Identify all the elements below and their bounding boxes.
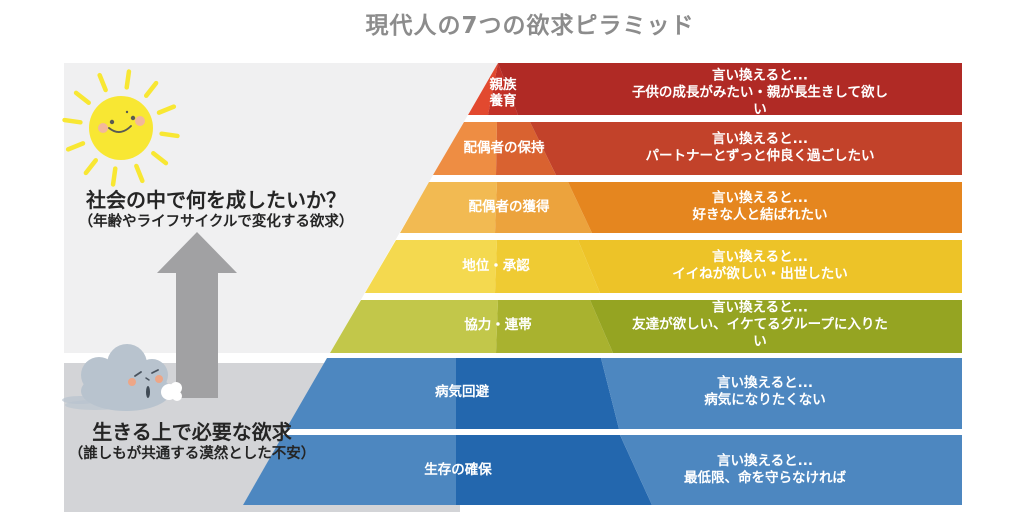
pyramid-row-3-label: 配偶者の獲得 bbox=[468, 199, 550, 215]
sun-ray bbox=[62, 117, 83, 125]
upper-annotation-heading: 社会の中で何を成したいか？ bbox=[86, 188, 346, 212]
pyramid-row-4-label: 地位・承認 bbox=[462, 258, 530, 274]
pyramid-row-2-right-face bbox=[496, 122, 556, 175]
up-arrow-icon bbox=[157, 232, 237, 398]
pyramid-row-3-rephrase: 言い換えると... 好きな人と結ばれたい bbox=[692, 190, 828, 223]
pyramid-row-3-left-face bbox=[400, 182, 497, 233]
upper-annotation-subheading: （年齢やライフサイクルで変化する欲求） bbox=[78, 214, 354, 230]
pyramid-row-2-rephrase: 言い換えると... パートナーとずっと仲良く過ごしたい bbox=[645, 131, 875, 164]
pyramid-row-5-band bbox=[590, 300, 962, 353]
pyramid-row-4-band bbox=[578, 240, 962, 293]
pyramid-row-5-left-face bbox=[330, 300, 498, 353]
sun-ray bbox=[143, 80, 159, 98]
sun-icon bbox=[62, 69, 180, 187]
pyramid-row-1-band bbox=[498, 63, 962, 115]
pyramid-row-4-rephrase: 言い換えると... イイねが欲しい・出世したい bbox=[672, 249, 848, 282]
pyramid-row-6-left-face bbox=[286, 358, 456, 429]
pyramid-row-1-rephrase: 言い換えると... 子供の成長がみたい・親が長生きして欲しい bbox=[631, 67, 889, 118]
sun-ray bbox=[83, 158, 99, 176]
pyramid-row-2-label: 配偶者の保持 bbox=[463, 140, 545, 156]
sun-ray bbox=[151, 150, 169, 166]
pyramid-row-6-rephrase: 言い換えると... 病気になりたくない bbox=[704, 375, 826, 408]
pyramid-row-7-left-face bbox=[243, 435, 456, 505]
cloud-icon bbox=[62, 344, 182, 411]
pyramid-row-5-label: 協力・連帯 bbox=[464, 317, 532, 333]
pyramid-row-5-right-face bbox=[496, 300, 613, 353]
pyramid-row-6-right-face bbox=[456, 358, 619, 429]
upper-annotation: 社会の中で何を成したいか？ （年齢やライフサイクルで変化する欲求） bbox=[79, 188, 354, 231]
pyramid-row-3-band bbox=[568, 182, 962, 233]
pyramid-row-1-right-face bbox=[488, 63, 518, 115]
breath-puff bbox=[161, 382, 182, 401]
page-title: 現代人の7つの欲求ピラミッド bbox=[365, 13, 695, 39]
sun-ray bbox=[110, 166, 118, 187]
sun-ray bbox=[134, 163, 145, 184]
pyramid-row-3-right-face bbox=[495, 182, 592, 233]
pyramid-row-7-band bbox=[620, 435, 962, 505]
pyramid-row-7-label: 生存の確保 bbox=[424, 462, 492, 478]
pyramid-row-7-right-face bbox=[456, 435, 652, 505]
pyramid-row-2-left-face bbox=[433, 122, 497, 175]
sun-ray bbox=[159, 131, 180, 139]
pyramid-row-4-right-face bbox=[495, 240, 600, 293]
sun-ray bbox=[156, 104, 177, 115]
pyramid-row-5-rephrase: 言い換えると... 友達が欲しい、イケてるグループに入りたい bbox=[632, 299, 888, 350]
lower-annotation: 生きる上で必要な欲求 （誰しもが共通する漠然とした不安） bbox=[69, 420, 316, 463]
sun-ray bbox=[65, 141, 86, 152]
lower-annotation-heading: 生きる上で必要な欲求 bbox=[92, 420, 292, 444]
pyramid-row-1-label: 親族 養育 bbox=[489, 77, 517, 109]
pyramid-row-6-label: 病気回避 bbox=[435, 384, 489, 400]
pyramid-row-6-band bbox=[601, 358, 962, 429]
sun-ray bbox=[73, 90, 91, 106]
sun-ray bbox=[97, 72, 108, 93]
pyramid-row-7-rephrase: 言い換えると... 最低限、命を守らなければ bbox=[684, 453, 846, 486]
sun-ray bbox=[124, 69, 132, 90]
pyramid-row-2-band bbox=[530, 122, 962, 175]
pyramid bbox=[243, 63, 962, 505]
lower-annotation-subheading: （誰しもが共通する漠然とした不安） bbox=[68, 446, 316, 462]
pyramid-row-4-left-face bbox=[365, 240, 497, 293]
